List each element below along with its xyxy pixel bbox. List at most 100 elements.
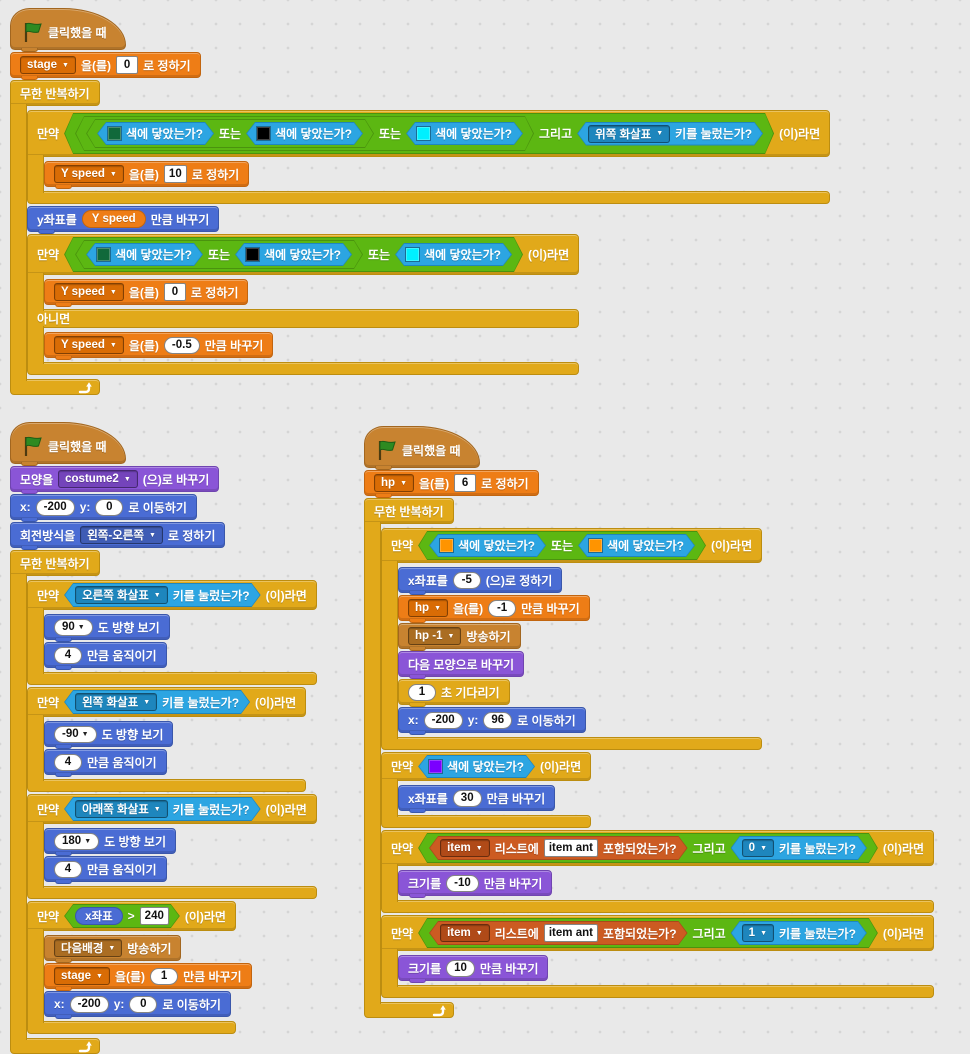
if-block[interactable]: 만약 색에 닿았는가? (이)라면 x좌표를 30 만큼 바꾸기	[381, 752, 592, 828]
key-dropdown[interactable]: 0 ▼	[742, 839, 774, 857]
variable-dropdown[interactable]: stage ▼	[20, 56, 76, 74]
forever-header[interactable]: 무한 반복하기	[364, 498, 454, 524]
change-y-by-block[interactable]: y좌표를 Y speed 만큼 바꾸기	[27, 206, 220, 234]
if-header[interactable]: 만약 오른쪽 화살표 ▼ 키를 눌렀는가? (이)라면	[27, 580, 317, 610]
goto-xy-block[interactable]: x: -200 y: 0 로 이동하기	[44, 991, 231, 1019]
if-header[interactable]: 만약 아래쪽 화살표 ▼ 키를 눌렀는가? (이)라면	[27, 794, 317, 824]
forever-block[interactable]: 무한 반복하기 만약 색에 닿았는가? 또는 색에 닿았는가? (이)라면 x좌…	[364, 498, 935, 1018]
or-block[interactable]: 색에 닿았는가? 또는 색에 닿았는가? 또는 색에 닿았는가?	[75, 116, 534, 151]
broadcast-dropdown[interactable]: hp -1 ▼	[408, 627, 462, 645]
if-foot[interactable]	[27, 191, 831, 204]
value-input[interactable]: 10	[163, 165, 187, 183]
if-header[interactable]: 만약 왼쪽 화살표 ▼ 키를 눌렀는가? (이)라면	[27, 687, 307, 717]
color-swatch[interactable]	[589, 539, 602, 552]
key-dropdown[interactable]: 1 ▼	[742, 924, 774, 942]
variable-dropdown[interactable]: Y speed ▼	[54, 283, 124, 301]
move-steps-block[interactable]: 4 만큼 움직이기	[44, 749, 167, 777]
if-header[interactable]: 만약 색에 닿았는가? 또는 색에 닿았는가? (이)라면	[381, 528, 763, 563]
broadcast-dropdown[interactable]: 다음배경 ▼	[54, 939, 123, 957]
touching-color-block[interactable]: 색에 닿았는가?	[406, 122, 523, 145]
seconds-input[interactable]: 1	[408, 683, 436, 701]
if-foot[interactable]	[27, 672, 317, 685]
touching-color-block[interactable]: 색에 닿았는가?	[418, 755, 535, 778]
if-block[interactable]: 만약 왼쪽 화살표 ▼ 키를 눌렀는가? (이)라면 -90 ▼ 도 방향 보기 4 …	[27, 687, 307, 792]
if-header[interactable]: 만약 색에 닿았는가? 또는 색에 닿았는가? 또는 색에 닿았는가? (이)라…	[27, 234, 580, 275]
key-dropdown[interactable]: 아래쪽 화살표 ▼	[75, 800, 168, 818]
change-variable-block[interactable]: Y speed ▼ 을(를) -0.5 만큼 바꾸기	[44, 332, 274, 360]
if-header[interactable]: 만약 색에 닿았는가? (이)라면	[381, 752, 592, 781]
key-pressed-block[interactable]: 아래쪽 화살표 ▼ 키를 눌렀는가?	[64, 797, 261, 821]
key-pressed-block[interactable]: 왼쪽 화살표 ▼ 키를 눌렀는가?	[64, 690, 250, 714]
change-size-block[interactable]: 크기를 -10 만큼 바꾸기	[398, 870, 553, 898]
broadcast-block[interactable]: hp -1 ▼ 방송하기	[398, 623, 521, 651]
or-block[interactable]: 색에 닿았는가? 또는 색에 닿았는가? 또는 색에 닿았는가?	[64, 237, 523, 272]
goto-xy-block[interactable]: x: -200 y: 96 로 이동하기	[398, 707, 586, 735]
value-input[interactable]: 240	[140, 907, 169, 925]
or-block[interactable]: 색에 닿았는가? 또는 색에 닿았는가?	[418, 531, 706, 560]
list-dropdown[interactable]: item ▼	[440, 924, 490, 942]
set-variable-block[interactable]: hp ▼ 을(를) 6 로 정하기	[364, 470, 539, 498]
list-contains-block[interactable]: item ▼ 리스트에 item ant 포함되었는가?	[429, 836, 687, 860]
if-block[interactable]: 만약 x좌표 > 240 (이)라면 다음배경 ▼ 방송하기 stage ▼	[27, 901, 252, 1034]
size-input[interactable]: 10	[446, 959, 475, 977]
if-header[interactable]: 만약 item ▼ 리스트에 item ant 포함되었는가? 그리고 1 ▼ 키를 …	[381, 915, 935, 951]
change-variable-block[interactable]: hp ▼ 을(를) -1 만큼 바꾸기	[398, 595, 590, 623]
touching-color-block[interactable]: 색에 닿았는가?	[246, 122, 363, 145]
and-block[interactable]: item ▼ 리스트에 item ant 포함되었는가? 그리고 0 ▼ 키를 눌렀는…	[418, 833, 878, 863]
set-variable-block[interactable]: Y speed ▼ 을(를) 0 로 정하기	[44, 279, 249, 307]
when-flag-clicked-block[interactable]: 클릭했을 때	[364, 426, 480, 470]
touching-color-block[interactable]: 색에 닿았는가?	[578, 534, 695, 557]
value-input[interactable]: 0	[116, 56, 139, 74]
if-block[interactable]: 만약 색에 닿았는가? 또는 색에 닿았는가? 또는 색에 닿았는가? 그리고	[27, 110, 831, 204]
forever-foot[interactable]	[364, 1002, 454, 1018]
if-foot[interactable]	[27, 779, 307, 792]
x-input[interactable]: -200	[69, 995, 109, 1013]
variable-reporter[interactable]: Y speed	[81, 210, 146, 228]
point-direction-block[interactable]: 90 ▼ 도 방향 보기	[44, 614, 170, 642]
and-block[interactable]: 색에 닿았는가? 또는 색에 닿았는가? 또는 색에 닿았는가? 그리고 위쪽 …	[64, 113, 774, 154]
steps-input[interactable]: 4	[54, 753, 82, 771]
point-direction-block[interactable]: -90 ▼ 도 방향 보기	[44, 721, 174, 749]
point-direction-block[interactable]: 180 ▼ 도 방향 보기	[44, 828, 176, 856]
if-else-block[interactable]: 만약 색에 닿았는가? 또는 색에 닿았는가? 또는 색에 닿았는가? (이)라…	[27, 234, 580, 375]
direction-dropdown[interactable]: 180 ▼	[54, 832, 100, 850]
x-input[interactable]: 30	[452, 789, 482, 807]
costume-dropdown[interactable]: costume2 ▼	[58, 470, 138, 488]
key-pressed-block[interactable]: 0 ▼ 키를 눌렀는가?	[731, 836, 867, 860]
direction-dropdown[interactable]: 90 ▼	[54, 618, 93, 636]
touching-color-block[interactable]: 색에 닿았는가?	[97, 122, 214, 145]
value-input[interactable]: 0	[163, 283, 186, 301]
item-input[interactable]: item ant	[544, 839, 598, 857]
if-header[interactable]: 만약 item ▼ 리스트에 item ant 포함되었는가? 그리고 0 ▼ 키를 …	[381, 830, 935, 866]
switch-costume-block[interactable]: 모양을 costume2 ▼ (으)로 바꾸기	[10, 466, 220, 494]
if-foot[interactable]	[27, 1021, 236, 1034]
and-block[interactable]: item ▼ 리스트에 item ant 포함되었는가? 그리고 1 ▼ 키를 눌렀는…	[418, 918, 878, 948]
color-swatch[interactable]	[257, 127, 270, 140]
variable-dropdown[interactable]: hp ▼	[408, 599, 448, 617]
variable-dropdown[interactable]: Y speed ▼	[54, 336, 124, 354]
touching-color-block[interactable]: 색에 닿았는가?	[429, 534, 546, 557]
if-block[interactable]: 만약 색에 닿았는가? 또는 색에 닿았는가? (이)라면 x좌표를 -5 (으…	[381, 528, 763, 750]
item-input[interactable]: item ant	[544, 924, 598, 942]
x-input[interactable]: -5	[452, 571, 481, 589]
when-flag-clicked-block[interactable]: 클릭했을 때	[10, 422, 126, 466]
variable-dropdown[interactable]: hp ▼	[374, 474, 414, 492]
wait-seconds-block[interactable]: 1 초 기다리기	[398, 679, 510, 707]
if-header[interactable]: 만약 색에 닿았는가? 또는 색에 닿았는가? 또는 색에 닿았는가? 그리고	[27, 110, 831, 157]
move-steps-block[interactable]: 4 만큼 움직이기	[44, 856, 167, 884]
list-dropdown[interactable]: item ▼	[440, 839, 490, 857]
if-block[interactable]: 만약 아래쪽 화살표 ▼ 키를 눌렀는가? (이)라면 180 ▼ 도 방향 보기 4…	[27, 794, 317, 899]
color-swatch[interactable]	[406, 248, 419, 261]
greater-than-block[interactable]: x좌표 > 240	[64, 904, 180, 928]
if-foot[interactable]	[27, 362, 580, 375]
touching-color-block[interactable]: 색에 닿았는가?	[395, 243, 512, 266]
broadcast-block[interactable]: 다음배경 ▼ 방송하기	[44, 935, 182, 963]
key-pressed-block[interactable]: 1 ▼ 키를 눌렀는가?	[731, 921, 867, 945]
set-rotation-style-block[interactable]: 회전방식을 왼쪽-오른쪽 ▼ 로 정하기	[10, 522, 226, 550]
steps-input[interactable]: 4	[54, 646, 82, 664]
if-header[interactable]: 만약 x좌표 > 240 (이)라면	[27, 901, 236, 931]
color-swatch[interactable]	[97, 248, 110, 261]
key-dropdown[interactable]: 위쪽 화살표 ▼	[588, 125, 670, 143]
if-block[interactable]: 만약 오른쪽 화살표 ▼ 키를 눌렀는가? (이)라면 90 ▼ 도 방향 보기 4 …	[27, 580, 317, 685]
set-variable-block[interactable]: stage ▼ 을(를) 0 로 정하기	[10, 52, 201, 80]
